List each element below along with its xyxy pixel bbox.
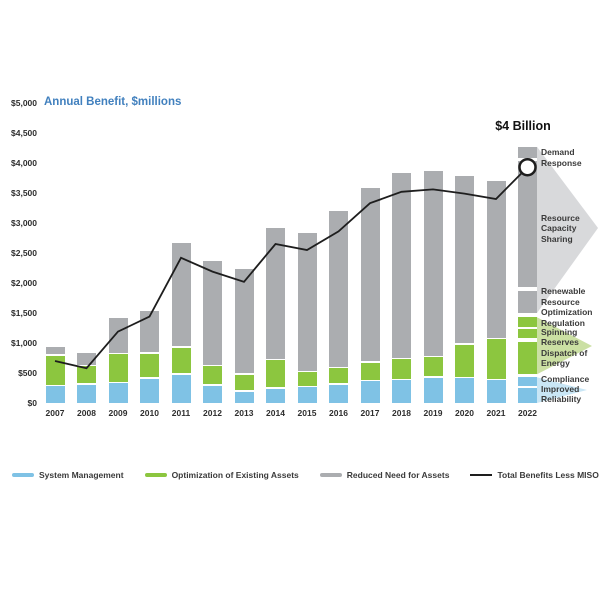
y-tick-label: $1,000 xyxy=(11,338,37,348)
y-tick-label: $2,500 xyxy=(11,248,37,258)
x-axis-label-2020: 2020 xyxy=(455,408,474,418)
legend-label: Reduced Need for Assets xyxy=(346,470,450,480)
x-axis-label-2009: 2009 xyxy=(108,408,128,418)
x-axis-label-2012: 2012 xyxy=(203,408,222,418)
bar-2018-segment-system-management xyxy=(392,380,411,403)
legend-swatch-total-benefits-less-miso-costs xyxy=(470,474,493,476)
x-axis-label-2013: 2013 xyxy=(234,408,254,418)
callout-label-improved-reliability: Improved Reliability xyxy=(541,383,582,405)
bar-2014-segment-system-management xyxy=(266,388,285,403)
x-axis-label-2007: 2007 xyxy=(45,408,65,418)
bar-2016-segment-system-management xyxy=(329,385,348,403)
x-axis-label-2018: 2018 xyxy=(392,408,411,418)
callout-label-resource-capacity-sharing: Resource Capacity Sharing xyxy=(541,212,580,244)
legend-item-reduced-need-for-assets: Reduced Need for Assets xyxy=(319,470,450,480)
y-tick-label: $3,000 xyxy=(11,218,37,228)
x-axis-label-2010: 2010 xyxy=(140,408,159,418)
y-tick-label: $1,500 xyxy=(11,308,37,318)
y-tick-label: $4,500 xyxy=(11,128,37,138)
legend-label: Optimization of Existing Assets xyxy=(171,470,299,480)
bar-2022-segment-demand-response xyxy=(518,146,537,159)
callout-label-compliance: Compliance xyxy=(541,373,590,384)
x-axis-label-2022: 2022 xyxy=(518,408,537,418)
x-axis-label-2008: 2008 xyxy=(77,408,96,418)
y-tick-label: $5,000 xyxy=(11,98,37,108)
y-tick-label: $500 xyxy=(18,368,37,378)
bar-2012-segment-optimization-of-existing-assets xyxy=(203,366,222,385)
bar-2012-segment-system-management xyxy=(203,385,222,403)
callout-label-demand-response: Demand Response xyxy=(541,147,582,168)
y-tick-label: $2,000 xyxy=(11,278,37,288)
bar-2022-segment-improved-reliability xyxy=(518,388,537,403)
legend: System Management Optimization of Existin… xyxy=(12,470,600,480)
bar-2013-segment-system-management xyxy=(234,391,254,403)
legend-label: Total Benefits Less MISO Costs xyxy=(497,470,600,480)
bar-2017-segment-system-management xyxy=(360,381,380,403)
x-axis-label-2016: 2016 xyxy=(329,408,348,418)
x-axis-label-2019: 2019 xyxy=(423,408,443,418)
bar-2022-segment-compliance xyxy=(518,377,537,387)
y-tick-label: $3,500 xyxy=(11,188,37,198)
legend-swatch-reduced-need-for-assets xyxy=(319,473,342,477)
bar-2007-segment-system-management xyxy=(45,386,65,403)
bar-2011-segment-system-management xyxy=(171,374,191,403)
legend-item-total-benefits-less-miso-costs: Total Benefits Less MISO Costs xyxy=(470,470,600,480)
x-axis-label-2014: 2014 xyxy=(266,408,285,418)
y-tick-label: $4,000 xyxy=(11,158,37,168)
legend-swatch-optimization-of-existing-assets xyxy=(144,473,167,477)
line-end-annotation: $4 Billion xyxy=(495,119,551,133)
bar-2010-segment-system-management xyxy=(140,379,159,403)
legend-item-optimization-of-existing-assets: Optimization of Existing Assets xyxy=(144,470,299,480)
callout-label-spinning-reserves: Spinning Reserves xyxy=(541,326,579,348)
callout-label-dispatch-of-energy: Dispatch of Energy xyxy=(541,347,588,369)
bar-2009-segment-system-management xyxy=(108,383,128,403)
bar-2013-segment-optimization-of-existing-assets xyxy=(234,374,254,391)
bar-2020-segment-system-management xyxy=(455,378,474,403)
legend-item-system-management: System Management xyxy=(12,470,124,480)
bar-2019-segment-system-management xyxy=(423,377,443,403)
bar-2016-segment-optimization-of-existing-assets xyxy=(329,368,348,384)
legend-label: System Management xyxy=(39,470,124,480)
x-axis-label-2017: 2017 xyxy=(360,408,380,418)
bar-2008-segment-optimization-of-existing-assets xyxy=(77,366,96,384)
bar-2015-segment-optimization-of-existing-assets xyxy=(297,372,317,386)
x-axis-label-2011: 2011 xyxy=(171,408,191,418)
bar-2015-segment-system-management xyxy=(297,387,317,403)
x-axis-label-2021: 2021 xyxy=(486,408,506,418)
x-axis-label-2015: 2015 xyxy=(297,408,317,418)
bar-2008-segment-system-management xyxy=(77,385,96,403)
callout-label-renewable-resource-optimization: Renewable Resource Optimization xyxy=(541,286,593,317)
chart-title: Annual Benefit, $millions xyxy=(44,96,182,108)
legend-swatch-system-management xyxy=(12,473,34,477)
bar-2021-segment-system-management xyxy=(486,380,506,403)
y-tick-label: $0 xyxy=(27,398,37,408)
